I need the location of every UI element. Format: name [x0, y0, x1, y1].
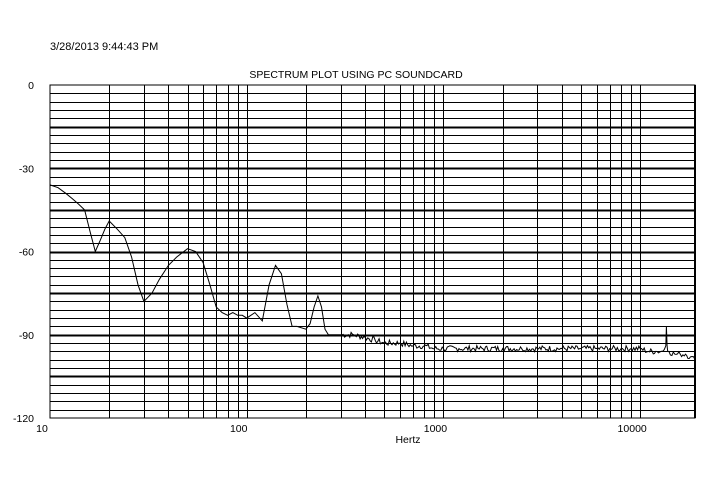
x-axis-label: Hertz — [395, 434, 420, 446]
y-tick-label: 0 — [28, 80, 34, 92]
y-tick-label: -90 — [19, 330, 34, 342]
x-tick-label: 100 — [230, 423, 248, 435]
grid — [50, 85, 696, 418]
y-tick-label: -60 — [19, 247, 34, 259]
x-tick-label: 10 — [36, 423, 48, 435]
plot-frame — [49, 84, 696, 419]
series-line — [49, 184, 696, 360]
chart-title: SPECTRUM PLOT USING PC SOUNDCARD — [249, 69, 463, 81]
x-tick-label: 1000 — [424, 423, 448, 435]
y-tick-label: -120 — [13, 413, 34, 425]
y-tick-label: -30 — [19, 163, 34, 175]
y-tick-labels: 0 -30 -60 -90 -120 — [13, 80, 34, 425]
x-tick-label: 10000 — [618, 423, 647, 435]
timestamp: 3/28/2013 9:44:43 PM — [50, 41, 159, 53]
x-tick-labels: 10 100 1000 10000 — [36, 423, 647, 435]
